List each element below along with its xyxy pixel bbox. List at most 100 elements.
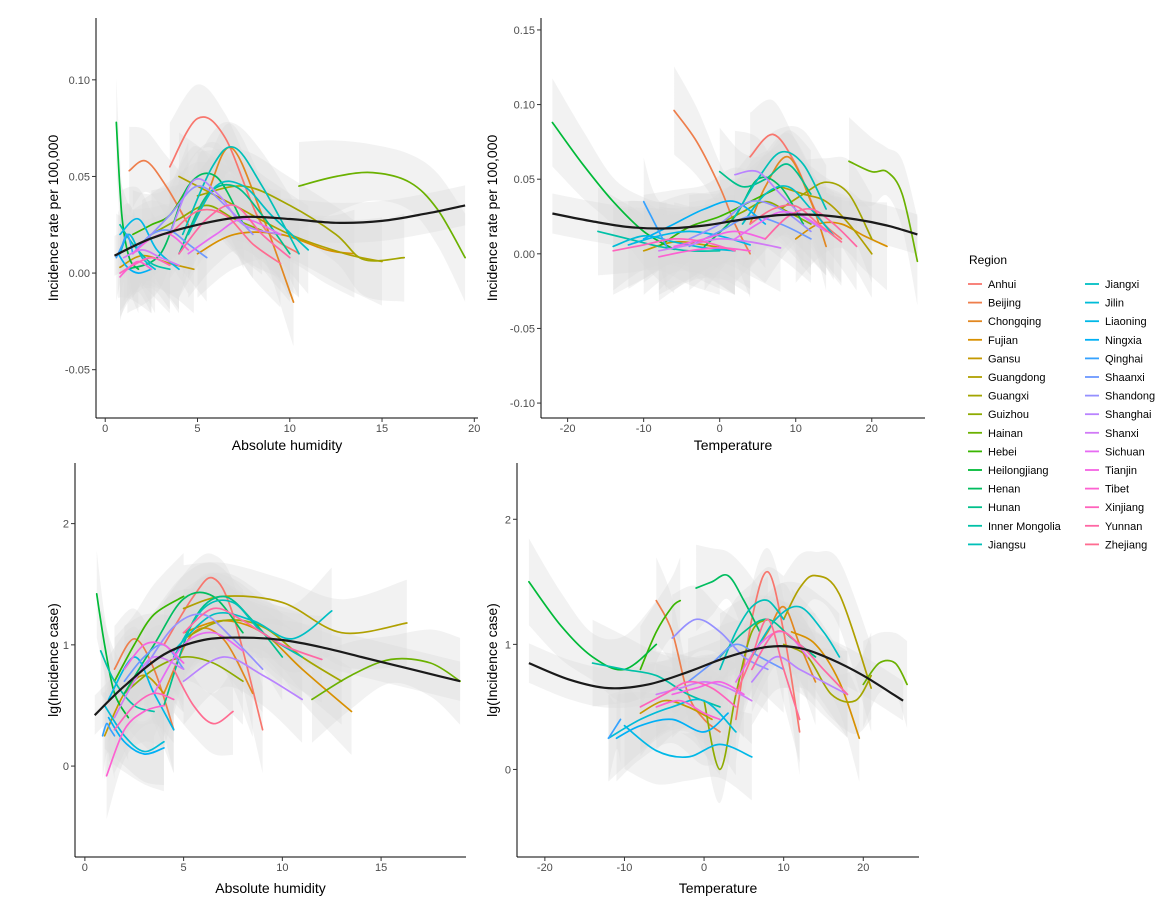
series-line-shandong [671,618,769,671]
plot-area [114,78,466,347]
legend-item-heilongjiang: Heilongjiang [968,465,1049,477]
series-line-hebei [113,595,185,683]
series-line-tianjin [673,230,767,248]
confidence-band-hebei [114,553,184,725]
y-axis-title: lg(Incidence case) [484,603,500,717]
confidence-band-shanghai [183,626,303,743]
legend-item-yunnan: Yunnan [1085,521,1142,533]
series-line-zhejiang [735,618,801,721]
confidence-band-zhejiang [735,595,800,763]
series-line-shaanxi [688,215,812,248]
series-line-henan [123,591,244,695]
x-tick-label: -10 [636,423,652,435]
series-line-shanghai [182,656,303,701]
series-line-jilin [612,235,736,252]
series-line-xinjiang [113,692,175,731]
legend-label: Hunan [988,502,1020,514]
series-line-shanxi [658,237,782,252]
series-line-hainan [848,160,919,263]
series-line-jilin [607,698,737,740]
confidence-band-yunnan [179,180,290,302]
confidence-band-liaoning [120,186,179,314]
x-tick-label: 15 [376,423,388,435]
confidence-band-shaanxi [688,620,784,726]
legend-label: Shandong [1105,391,1155,403]
series-line-hainan [298,171,466,259]
series-line-tibet [658,247,751,258]
confidence-band-anhui [169,84,299,298]
confidence-band-guizhou [719,177,811,268]
legend-item-fujian: Fujian [968,335,1018,347]
x-tick-label: -20 [537,862,553,874]
confidence-band-jiangsu [182,121,299,298]
confidence-band-hainan [299,140,466,302]
series-line-guangdong [182,595,408,635]
confidence-bands [114,78,466,347]
series-line-tianjin [123,641,185,670]
series-line-hunan [718,163,812,195]
legend-item-jiangxi: Jiangxi [1085,279,1139,291]
y-tick-label: -0.05 [510,323,535,335]
y-tick-label: -0.05 [65,365,90,377]
series-line-guangxi [196,185,406,262]
confidence-band-jilin [608,667,736,782]
y-tick-label: 0.05 [514,174,535,186]
x-tick-label: -20 [560,423,576,435]
x-tick-label: 0 [717,423,723,435]
legend-label: Guizhou [988,409,1029,421]
legend-item-hainan: Hainan [968,428,1023,440]
legend-label: Hebei [988,446,1017,458]
legend-item-chongqing: Chongqing [968,316,1041,328]
legend-label: Gansu [988,353,1020,365]
legend-label: Heilongjiang [988,465,1049,477]
legend-label: Guangdong [988,372,1046,384]
panel-3: 0 5 10 15 0 1 2 Absolute humidity lg(Incidence c… [45,463,466,896]
confidence-bands [552,66,918,306]
y-tick-label: 2 [63,519,69,531]
legend-label: Xinjiang [1105,502,1144,514]
region-lines [95,576,461,777]
legend-item-inner-mongolia: Inner Mongolia [968,521,1062,533]
confidence-band-hainan [863,631,908,728]
legend-item-shanghai: Shanghai [1085,409,1152,421]
confidence-band-gansu [640,669,712,763]
x-tick-label: 10 [276,862,288,874]
legend-item-tibet: Tibet [1085,484,1129,496]
x-tick-label: 10 [790,423,802,435]
confidence-band-henan [127,141,244,314]
confidence-band-inner-mongolia [120,180,170,314]
confidence-band-hebei [132,142,189,279]
legend-label: Sichuan [1105,446,1145,458]
series-line-tibet [655,699,721,721]
series-line-liaoning [107,656,175,731]
confidence-band-ningxia [108,674,164,792]
confidence-band-xinjiang [640,654,736,751]
legend-items: Anhui Beijing Chongqing Fujian Gansu Guangdon… [968,279,1155,551]
confidence-band-hainan [849,117,918,306]
x-axis-title: Absolute humidity [232,437,343,453]
legend-item-qinghai: Qinghai [1085,353,1143,365]
panel-4: -20 -10 0 10 20 0 1 2 Temperature lg(Incidence ca… [484,463,919,896]
legend-label: Henan [988,484,1020,496]
series-line-inner-mongolia [119,223,171,271]
legend-label: Anhui [988,279,1016,291]
x-tick-label: 5 [194,423,200,435]
series-line-jiangsu [181,145,300,255]
y-axis-title: Incidence rate per 100,000 [45,135,61,302]
overall-trend-line [114,204,466,257]
legend-label: Shanghai [1105,409,1152,421]
y-tick-label: 0.00 [69,268,90,280]
confidence-band-inner-mongolia [100,607,154,755]
series-line-gansu [639,699,713,721]
confidence-band-jiangsu [720,566,784,713]
y-axis-title: lg(Incidence case) [45,603,61,717]
y-tick-label: 0 [63,761,69,773]
plot-area [93,550,461,820]
series-line-tibet [119,260,153,278]
legend-item-shaanxi: Shaanxi [1085,372,1145,384]
confidence-band-tibet [106,662,164,820]
confidence-band-chongqing [750,132,827,291]
y-tick-label: 0.00 [514,249,535,261]
series-line-yunnan [182,607,323,661]
series-line-guangxi [182,619,343,683]
